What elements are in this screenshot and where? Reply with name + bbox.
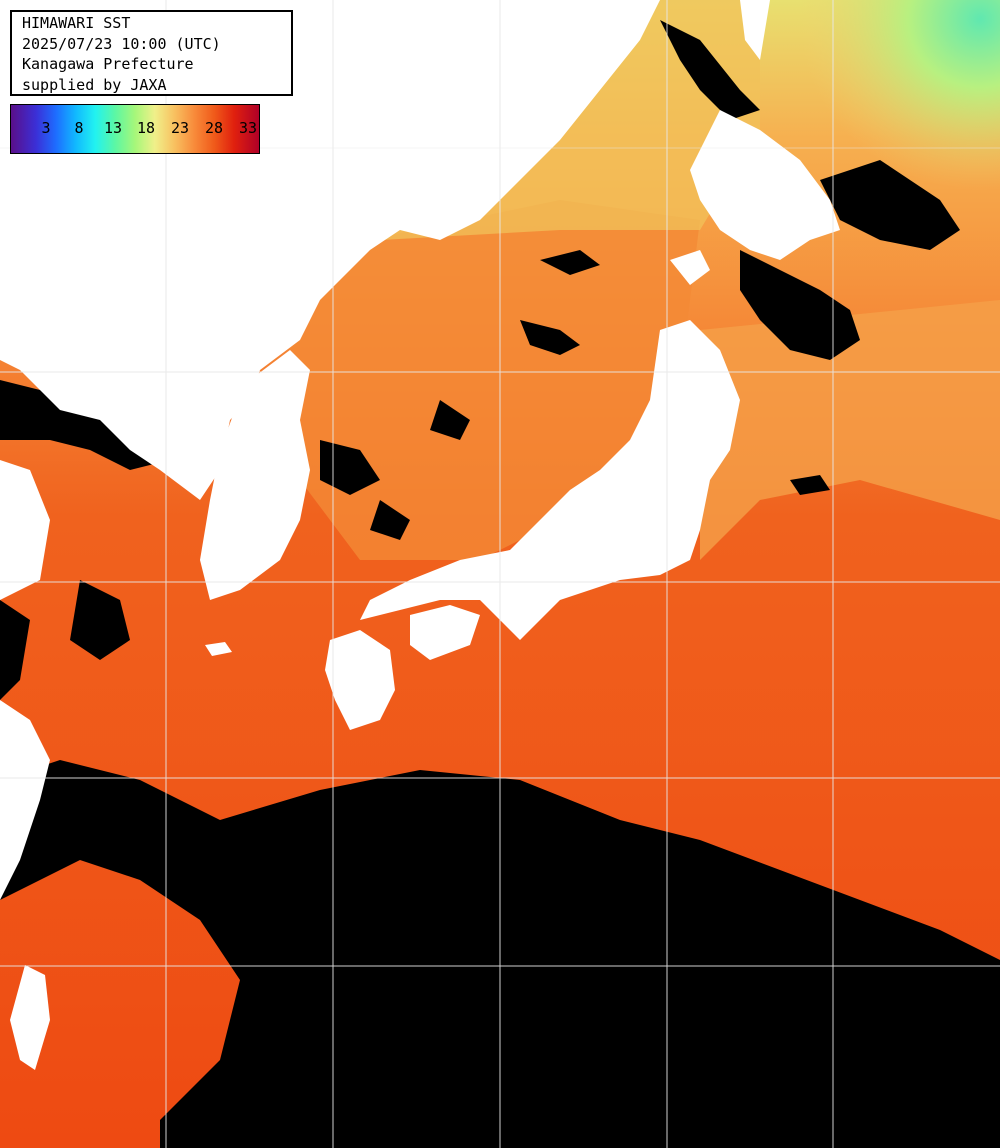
legend-tick-28: 28 (204, 119, 224, 137)
lat-label-40n: 40N (20, 353, 42, 367)
hokkaido (690, 110, 840, 260)
kyushu (325, 630, 395, 730)
prefecture-label: Kanagawa Prefecture (22, 55, 194, 73)
china-coast-south (0, 700, 50, 900)
warm-sea-sea-of-japan (280, 200, 700, 560)
info-box: HIMAWARI SST 2025/07/23 10:00 (UTC) Kana… (10, 10, 293, 96)
data-provider: supplied by JAXA (22, 75, 167, 94)
korean-peninsula (200, 350, 310, 600)
china-coast (0, 460, 50, 600)
shikoku (410, 605, 480, 660)
legend-tick-labels: 3 8 13 18 23 28 33 (11, 119, 261, 141)
honshu (360, 320, 740, 640)
observation-timestamp: 2025/07/23 10:00 (UTC) (22, 34, 221, 53)
legend-tick-3: 3 (41, 119, 51, 137)
sado-island (670, 250, 710, 285)
legend-tick-13: 13 (103, 119, 123, 137)
jeju-island (205, 642, 232, 656)
legend-tick-23: 23 (170, 119, 190, 137)
lat-label-30n: 30N (20, 760, 42, 774)
legend-tick-18: 18 (136, 119, 156, 137)
legend-tick-33: 33 (238, 119, 258, 137)
temperature-color-legend: 3 8 13 18 23 28 33 (10, 104, 260, 154)
legend-tick-8: 8 (74, 119, 84, 137)
pacific-east-sea (700, 300, 1000, 560)
taiwan (10, 965, 50, 1070)
sakhalin-tip (740, 0, 770, 60)
product-title: HIMAWARI SST (22, 14, 131, 32)
